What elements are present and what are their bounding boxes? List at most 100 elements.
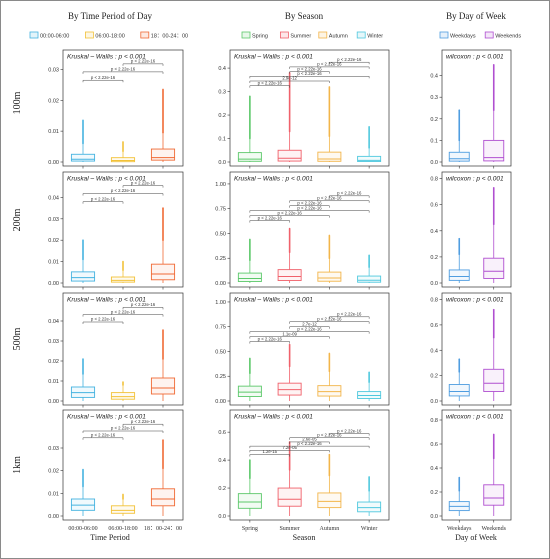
- box-18：00-24：00: [150, 329, 176, 401]
- bracket-label: p < 2.22e-16: [297, 200, 322, 205]
- box-iqr: [448, 151, 470, 162]
- bracket-line: [82, 321, 124, 324]
- comparison-bracket: p < 2.22e-16: [289, 432, 370, 440]
- panels-layer: 0.000.010.020.03p < 2.22e-16p < 2.22e-16…: [48, 49, 512, 532]
- comparison-bracket: p < 2.22e-16: [329, 191, 370, 198]
- column-title-season: By Season: [285, 11, 324, 21]
- comparison-bracket: p < 2.22e-16: [289, 195, 370, 203]
- box-iqr: [277, 149, 302, 162]
- legend-swatch: [484, 31, 494, 39]
- comparison-bracket: p < 2.22e-16: [329, 428, 370, 436]
- comparison-bracket: p < 2.22e-16: [122, 419, 164, 427]
- test-label: Kruskal – Wallis : p < 0.001: [67, 176, 146, 183]
- comparison-bracket: p < 2.22e-16: [289, 66, 330, 74]
- y-tick-label: 0.02: [48, 98, 59, 104]
- x-tick-label: Autumn: [320, 526, 340, 532]
- legend-label: Autumn: [329, 34, 348, 40]
- panel-r3-c2: 0.0 0.2 0.4 0.6 0.8 Weekdays Weekends wilcoxon …: [430, 409, 512, 532]
- comparison-bracket: 2.6e-05: [289, 437, 330, 444]
- y-tick-label: 0.03: [48, 217, 59, 223]
- test-label: Kruskal – Wallis : p < 0.001: [234, 414, 313, 421]
- bracket-label: 1.1e-09: [282, 331, 297, 336]
- comparison-bracket: p < 2.22e-16: [82, 67, 164, 74]
- bracket-label: p < 2.22e-16: [131, 302, 156, 307]
- box-Autumn: [317, 86, 342, 162]
- bracket-label: p < 2.22e-16: [91, 196, 116, 201]
- legend-swatch: [318, 31, 328, 39]
- bracket-line: [249, 220, 290, 223]
- box-iqr: [150, 377, 176, 395]
- panel-frame: [441, 171, 512, 288]
- y-tick-label: 0.2: [430, 255, 438, 261]
- box-Winter: [357, 254, 382, 283]
- test-label: Kruskal – Wallis : p < 0.001: [234, 176, 313, 183]
- box-iqr: [317, 151, 342, 162]
- bracket-line: [82, 79, 124, 83]
- box-06:00-18:00: [110, 493, 136, 516]
- bracket-label: p < 2.22e-16: [131, 419, 156, 424]
- box-18：00-24：00: [150, 439, 176, 516]
- bracket-label: p < 2.22e-16: [317, 195, 342, 200]
- box-iqr: [150, 263, 176, 281]
- y-tick-label: 0.00: [215, 281, 226, 287]
- bracket-line: [249, 76, 370, 79]
- box-iqr: [317, 492, 342, 509]
- y-tick-label: 0.4: [218, 458, 226, 464]
- bracket-line: [249, 85, 290, 88]
- comparison-bracket: p < 2.22e-16: [249, 205, 370, 213]
- y-tick-label: 0.25: [215, 374, 226, 380]
- bracket-line: [329, 61, 370, 65]
- bracket-line: [82, 430, 164, 433]
- box-Spring: [237, 95, 262, 162]
- legend-label: 06:00-18:00: [95, 34, 124, 40]
- box-Summer: [277, 71, 302, 162]
- bracket-line: [249, 215, 330, 218]
- box-iqr: [317, 271, 342, 282]
- comparison-bracket: p < 2.22e-16: [329, 57, 370, 65]
- comparison-bracket: p < 2.22e-16: [249, 336, 290, 344]
- bracket-label: p < 2.22e-16: [131, 59, 156, 64]
- y-tick-label: 0.03: [48, 339, 59, 345]
- y-tick-label: 0.02: [48, 469, 59, 475]
- box-iqr: [357, 155, 382, 162]
- bracket-label: p < 2.22e-16: [297, 326, 322, 331]
- box-iqr: [483, 484, 505, 506]
- y-tick-label: 0.02: [48, 359, 59, 365]
- x-tick-label: 00:00-06:00: [68, 526, 97, 532]
- comparison-bracket: p < 2.22e-16: [82, 309, 164, 317]
- bracket-label: p < 2.22e-16: [258, 215, 283, 220]
- box-00:00-06:00: [70, 239, 96, 283]
- x-axis-title-day-of-week: Day of Week: [455, 533, 497, 542]
- y-tick-label: 0.2: [430, 490, 438, 496]
- box-iqr: [237, 272, 262, 282]
- box-Weekends: [483, 308, 505, 401]
- box-iqr: [150, 488, 176, 507]
- y-tick-label: 0.01: [48, 260, 59, 266]
- y-tick-label: 0.75: [215, 325, 226, 331]
- box-iqr: [110, 276, 136, 283]
- y-tick-label: 0.25: [215, 256, 226, 262]
- bracket-label: p < 2.22e-16: [317, 62, 342, 67]
- comparison-bracket: p < 2.22e-16: [122, 180, 164, 188]
- comparison-bracket: 1.1e-09: [249, 331, 330, 339]
- bracket-line: [82, 201, 124, 204]
- bracket-line: [122, 307, 164, 310]
- box-iqr: [483, 139, 505, 162]
- box-iqr: [357, 275, 382, 283]
- box-iqr: [448, 384, 470, 397]
- panel-r2-c1: 0.000.250.500.751.00p < 2.22e-161.1e-09p…: [215, 292, 390, 408]
- box-Winter: [357, 371, 382, 401]
- bracket-line: [289, 71, 330, 74]
- bracket-line: [249, 454, 290, 457]
- legend-swatch: [85, 31, 94, 39]
- box-iqr: [110, 392, 136, 400]
- y-tick-label: 0.00: [48, 281, 59, 287]
- bracket-label: p < 2.22e-16: [111, 309, 136, 314]
- legend-0: 00:00-06:00 06:00-18:00 18：00-24：00: [29, 31, 188, 40]
- box-iqr: [110, 505, 136, 514]
- bracket-line: [249, 210, 370, 213]
- bracket-line: [249, 341, 290, 344]
- y-tick-label: 0.02: [48, 238, 59, 244]
- box-iqr: [237, 385, 262, 397]
- x-tick-label: 06:00-18:00: [108, 526, 137, 532]
